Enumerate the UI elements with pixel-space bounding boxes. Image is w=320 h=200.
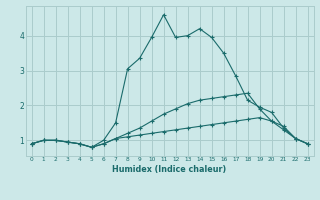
X-axis label: Humidex (Indice chaleur): Humidex (Indice chaleur): [112, 165, 227, 174]
